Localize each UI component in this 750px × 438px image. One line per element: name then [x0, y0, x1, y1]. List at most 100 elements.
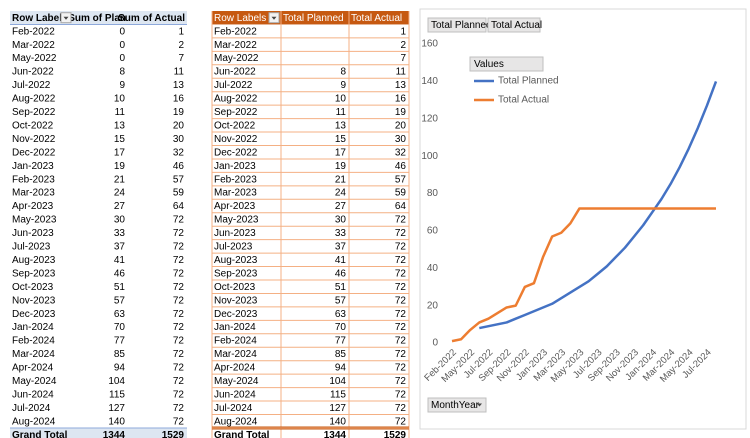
table-row-label: May-2022: [214, 53, 259, 64]
pivot-total: 1344: [103, 430, 126, 438]
field-button-label: Total Planned: [431, 20, 492, 31]
y-tick-label: 40: [427, 263, 439, 274]
pivot-value: 2: [178, 40, 184, 51]
table-value: 72: [395, 282, 407, 293]
table-row-label: Oct-2023: [214, 282, 256, 293]
pivot-value: 63: [114, 309, 126, 320]
table-value: 8: [340, 67, 346, 78]
pivot-value: 72: [173, 363, 185, 374]
field-button[interactable]: [487, 17, 541, 33]
table-value: 16: [395, 94, 407, 105]
table-row-label: Dec-2023: [214, 309, 258, 320]
pivot-row-label: Aug-2023: [12, 255, 56, 266]
table-value: 7: [400, 53, 406, 64]
table-value: 72: [395, 389, 407, 400]
field-button[interactable]: [427, 17, 487, 33]
pivot-value: 127: [108, 403, 125, 414]
table-value: 140: [329, 416, 346, 427]
pivot-row-label: Jan-2023: [12, 161, 54, 172]
y-tick-label: 160: [421, 39, 438, 50]
pivot-value: 77: [114, 336, 126, 347]
pivot-value: 70: [114, 322, 126, 333]
pivot-value: 41: [114, 255, 126, 266]
pivot-row-label: Oct-2022: [12, 120, 54, 131]
pivot-value: 72: [173, 215, 185, 226]
table-value: 72: [395, 363, 407, 374]
pivot-value: 104: [108, 376, 125, 387]
legend-label: Total Actual: [498, 95, 549, 106]
pivot-value: 17: [114, 147, 126, 158]
pivot-value: 72: [173, 309, 185, 320]
pivot-value: 11: [174, 67, 185, 78]
table-row-label: Jan-2023: [214, 161, 256, 172]
table-value: 72: [395, 295, 407, 306]
y-tick-label: 20: [427, 300, 439, 311]
pivot-header: Sum of Plan: [68, 13, 126, 24]
y-tick-label: 0: [432, 338, 438, 349]
pivot-value: 57: [114, 295, 126, 306]
pivot-row-label: Dec-2022: [12, 147, 56, 158]
pivot-value: 13: [173, 80, 185, 91]
table-row-label: Mar-2022: [214, 40, 257, 51]
table-row-label: Oct-2022: [214, 120, 256, 131]
legend-title: Values: [474, 59, 504, 70]
pivot-row-label: Jan-2024: [12, 322, 54, 333]
table-row-label: Jun-2024: [214, 389, 256, 400]
pivot-row-label: Sep-2023: [12, 268, 56, 279]
pivot-value: 10: [114, 94, 126, 105]
table-value: 15: [335, 134, 347, 145]
axis-field-button[interactable]: [427, 397, 487, 413]
pivot-value: 32: [173, 147, 185, 158]
pivot-value: 57: [173, 174, 185, 185]
table-row-label: Feb-2023: [214, 174, 257, 185]
pivot-value: 37: [114, 242, 126, 253]
table-value: 72: [395, 255, 407, 266]
table-row-label: Aug-2024: [214, 416, 258, 427]
pivot-row-label: Jun-2024: [12, 389, 54, 400]
table-value: 72: [395, 336, 407, 347]
pivot-value: 19: [173, 107, 185, 118]
pivot-value: 72: [173, 268, 185, 279]
pivot-header-bg: [10, 11, 187, 25]
pivot-value: 72: [173, 282, 185, 293]
table-value: 72: [395, 322, 407, 333]
pivot-value: 8: [119, 67, 125, 78]
table-row-label: Sep-2023: [214, 268, 258, 279]
table-value: 17: [335, 147, 347, 158]
pivot-value: 24: [114, 188, 126, 199]
table-value: 1: [400, 26, 406, 37]
table-value: 11: [396, 67, 407, 78]
table-value: 19: [395, 107, 407, 118]
table-value: 41: [335, 255, 347, 266]
table-row-label: Jul-2024: [214, 403, 253, 414]
pivot-value: 140: [108, 416, 125, 427]
table-value: 27: [335, 201, 347, 212]
table-value: 72: [395, 228, 407, 239]
pivot-value: 20: [173, 120, 185, 131]
pivot-value: 72: [173, 228, 185, 239]
pivot-value: 72: [173, 255, 185, 266]
pivot-row-label: Feb-2024: [12, 336, 55, 347]
pivot-value: 85: [114, 349, 126, 360]
pivot-value: 30: [114, 215, 126, 226]
pivot-row-label: Mar-2024: [12, 349, 55, 360]
pivot-row-label: Aug-2022: [12, 94, 56, 105]
table-row-label: Feb-2022: [214, 26, 257, 37]
table-value: 2: [400, 40, 406, 51]
table-row-label: Apr-2024: [214, 363, 256, 374]
pivot-total: Grand Total: [12, 430, 68, 438]
table-value: 94: [335, 363, 347, 374]
pivot-total-bg: [10, 427, 187, 438]
table-row-label: Apr-2023: [214, 201, 256, 212]
table-value: 85: [335, 349, 347, 360]
pivot-header: Sum of Actual: [118, 13, 185, 24]
table-row-label: Feb-2024: [214, 336, 257, 347]
legend-title-bg: [469, 56, 544, 72]
pivot-value: 72: [173, 349, 185, 360]
table-value: 72: [395, 268, 407, 279]
table-row-label: May-2023: [214, 215, 259, 226]
table-value: 72: [395, 416, 407, 427]
pivot-row-label: Jul-2022: [12, 80, 51, 91]
pivot-row-label: Oct-2023: [12, 282, 54, 293]
table-row-label: Mar-2023: [214, 188, 257, 199]
